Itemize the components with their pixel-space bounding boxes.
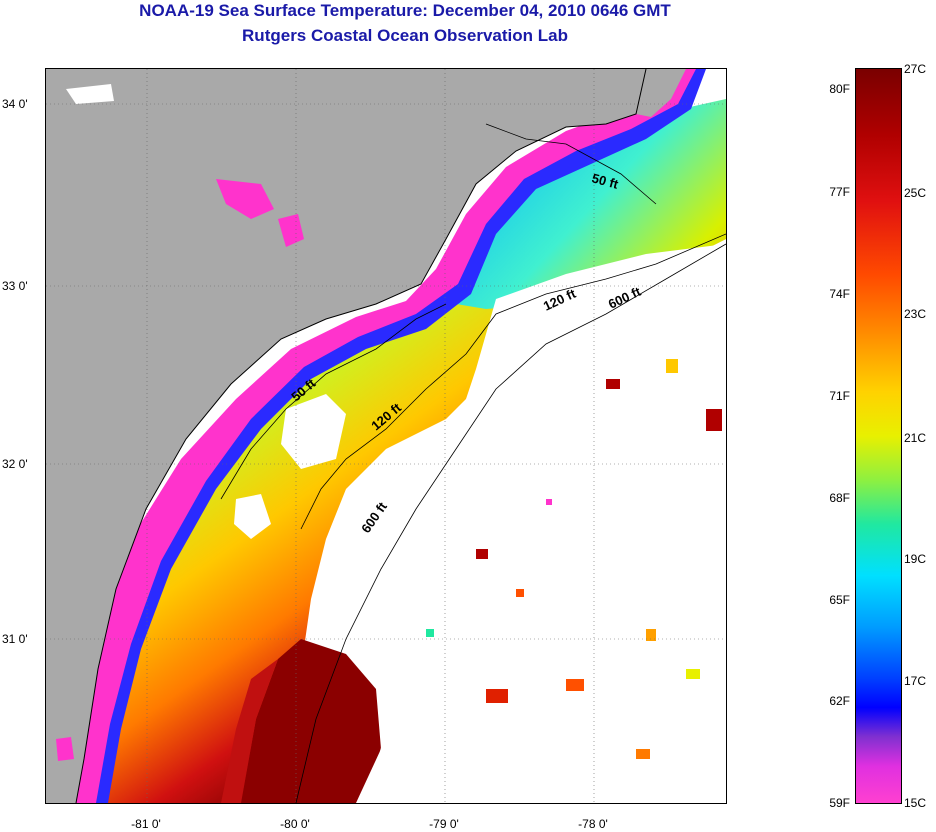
sst-map: 50 ft 120 ft 600 ft 50 ft 120 ft 600 ft xyxy=(45,68,727,804)
lon-label-81: -81 0' xyxy=(131,817,161,831)
graticule xyxy=(46,69,726,803)
lon-label-79: -79 0' xyxy=(429,817,459,831)
colorbar-c-label: 17C xyxy=(904,674,927,688)
colorbar-c-label: 27C xyxy=(904,62,927,76)
coastline xyxy=(75,69,647,803)
coastal-water xyxy=(86,179,726,803)
isobath-600ft xyxy=(295,243,726,803)
temperature-colorbar xyxy=(855,68,902,804)
colorbar-f-label: 77F xyxy=(829,185,850,199)
contour-label-50ft-north: 50 ft xyxy=(590,170,620,192)
colorbar-c-label: 23C xyxy=(904,307,927,321)
colorbar-c-label: 15C xyxy=(904,796,927,810)
lat-label-31: 31 0' xyxy=(2,632,28,646)
lat-label-32: 32 0' xyxy=(2,457,28,471)
cloud-patch xyxy=(366,244,726,803)
inland-blob-2 xyxy=(278,214,304,247)
colorbar-f-label: 71F xyxy=(829,389,850,403)
colorbar-f-label: 65F xyxy=(829,593,850,607)
colorbar-f-label: 68F xyxy=(829,491,850,505)
land-area xyxy=(46,69,646,803)
scattered-pixels xyxy=(426,359,722,759)
lat-label-34: 34 0' xyxy=(2,97,28,111)
colorbar-c-label: 21C xyxy=(904,431,927,445)
inland-blob xyxy=(216,179,274,219)
map-subtitle: Rutgers Coastal Ocean Observation Lab xyxy=(242,26,568,45)
colorbar-f-label: 74F xyxy=(829,287,850,301)
lon-label-80: -80 0' xyxy=(280,817,310,831)
colorbar-c-label: 19C xyxy=(904,552,927,566)
gulf-stream xyxy=(241,639,381,803)
cloud-patch-mid xyxy=(281,394,346,469)
isobath-50ft xyxy=(220,123,657,500)
colorbar-f-label: 62F xyxy=(829,694,850,708)
colorbar-f-label: 59F xyxy=(829,796,850,810)
map-title: NOAA-19 Sea Surface Temperature: Decembe… xyxy=(139,1,671,20)
cloud-patch-small xyxy=(234,494,271,539)
isobath-120ft xyxy=(300,233,726,530)
colorbar-c-label: 25C xyxy=(904,186,927,200)
gulf-stream-edge xyxy=(221,659,278,803)
land-northeast xyxy=(636,69,686,117)
lat-label-33: 33 0' xyxy=(2,279,28,293)
colorbar-f-label: 80F xyxy=(829,82,850,96)
inland-blob-4 xyxy=(56,737,74,761)
lon-label-78: -78 0' xyxy=(578,817,608,831)
inland-blob-3 xyxy=(66,84,114,104)
